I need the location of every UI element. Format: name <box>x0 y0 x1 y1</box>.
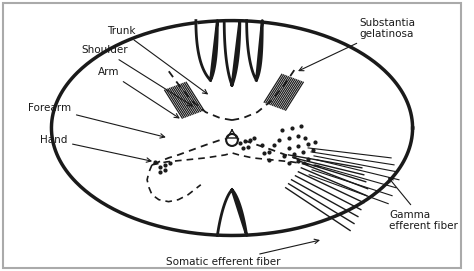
Text: Hand: Hand <box>40 135 151 162</box>
Text: Somatic efferent fiber: Somatic efferent fiber <box>166 239 319 267</box>
Ellipse shape <box>226 134 238 146</box>
Text: Arm: Arm <box>98 67 179 118</box>
Text: Forearm: Forearm <box>28 103 164 138</box>
Text: Gamma
efferent fiber: Gamma efferent fiber <box>389 178 458 231</box>
Polygon shape <box>218 190 246 235</box>
Text: Trunk: Trunk <box>107 25 207 94</box>
Text: Shoulder: Shoulder <box>81 46 192 106</box>
Polygon shape <box>196 21 218 80</box>
Polygon shape <box>224 21 240 85</box>
Text: Substantia
gelatinosa: Substantia gelatinosa <box>299 18 416 71</box>
Polygon shape <box>246 21 262 80</box>
